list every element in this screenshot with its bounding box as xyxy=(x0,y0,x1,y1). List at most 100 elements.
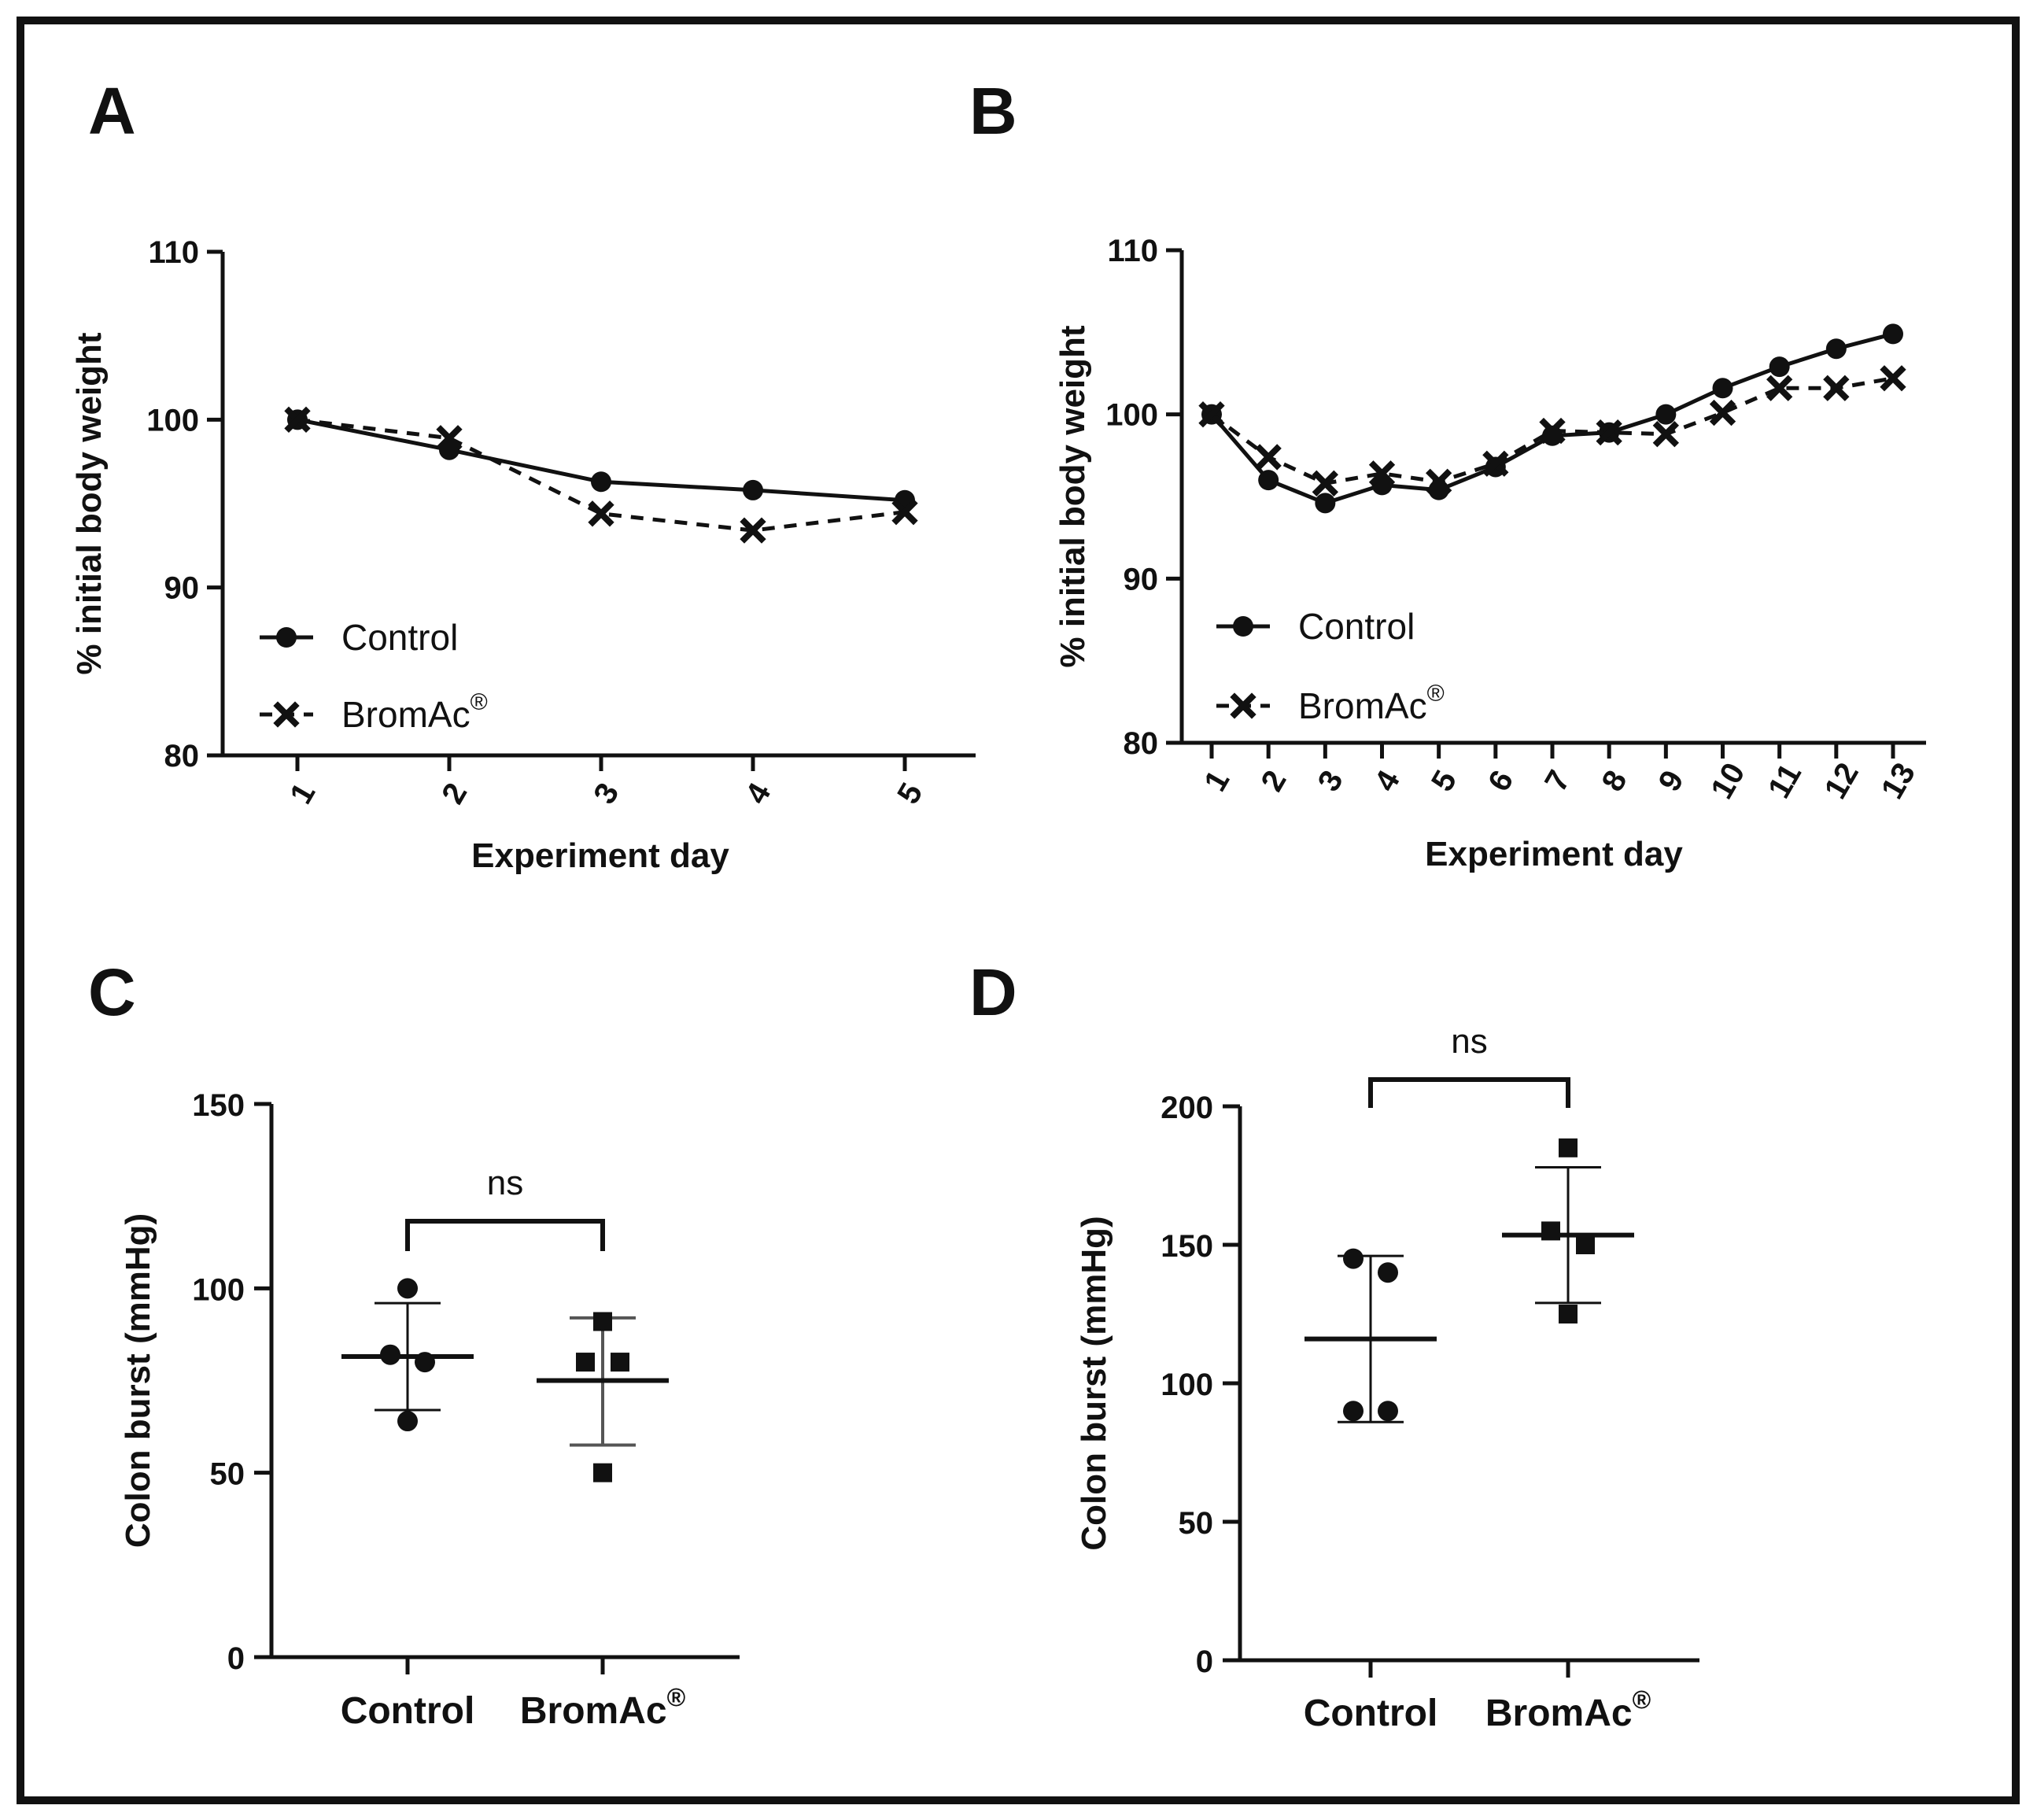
series-bromac-point xyxy=(1652,421,1679,448)
x-tick-label: 5 xyxy=(891,777,929,810)
series-control-point xyxy=(1655,404,1677,425)
x-tick-label: 3 xyxy=(1312,765,1350,797)
category-label-bromac: BromAc® xyxy=(520,1683,686,1732)
legend-label-control-text: Control xyxy=(341,617,458,658)
x-tick-label: 6 xyxy=(1482,765,1520,797)
legend: Control BromAc® xyxy=(260,617,488,735)
series-control-point xyxy=(1769,356,1790,378)
legend-marker-control xyxy=(1233,616,1253,637)
y-tick-label: 90 xyxy=(164,571,200,606)
series-control-point xyxy=(1712,378,1733,399)
series-bromac-point-stroke-b xyxy=(891,499,918,526)
panel-letter-d: D xyxy=(969,955,1017,1029)
panel-c: C 0 50 100 150 Colon burst (mmHg) Control BromA… xyxy=(88,955,740,1732)
series-bromac-point-stroke-b xyxy=(1709,399,1736,426)
y-tick-label: 0 xyxy=(227,1641,245,1676)
group-bromac-point xyxy=(611,1353,629,1372)
group-control-point xyxy=(415,1352,435,1373)
series-bromac-point xyxy=(740,517,766,544)
x-axis-title: Experiment day xyxy=(471,836,729,875)
x-tick-label: 2 xyxy=(435,777,474,810)
series-bromac-point xyxy=(1823,375,1850,401)
y-tick-label: 0 xyxy=(1196,1645,1213,1679)
x-tick-label: 4 xyxy=(1368,764,1408,797)
legend-label-bromac-superscript: ® xyxy=(471,689,488,715)
significance-bracket xyxy=(1368,1077,1570,1108)
y-axis-title: % initial body weight xyxy=(70,332,109,674)
series-control-point xyxy=(591,471,611,493)
series-bromac-point xyxy=(436,425,463,452)
series-bromac-point xyxy=(1368,460,1396,487)
series-bromac-point xyxy=(1312,470,1338,497)
series-bromac-point xyxy=(1539,417,1566,445)
series-control-point xyxy=(1825,338,1847,360)
x-tick-label: 7 xyxy=(1538,765,1577,797)
series-control-point xyxy=(1883,323,1903,345)
legend-marker-control xyxy=(276,627,297,648)
legend-label-bromac-text: BromAc xyxy=(1298,685,1427,726)
y-tick-label: 100 xyxy=(146,403,199,437)
group-control-point xyxy=(380,1344,400,1365)
legend-label-control-text: Control xyxy=(1298,606,1415,647)
series-bromac-point-stroke-b xyxy=(284,406,311,433)
series-control-point xyxy=(1258,470,1279,491)
x-tick-label: 5 xyxy=(1425,765,1463,797)
series-bromac-point xyxy=(891,499,918,526)
category-label-control: Control xyxy=(1304,1693,1438,1734)
panel-letter-a: A xyxy=(88,74,136,148)
series-bromac-point xyxy=(1880,365,1906,392)
legend: Control BromAc® xyxy=(1216,606,1445,726)
series-bromac-point-stroke-b xyxy=(1312,470,1338,497)
group-bromac-point xyxy=(593,1312,612,1331)
series-control-point xyxy=(743,479,763,500)
panel-letter-b: B xyxy=(969,74,1017,148)
x-tick-label: 3 xyxy=(587,777,625,810)
series-bromac-point-stroke-b xyxy=(1766,375,1793,401)
significance-bracket xyxy=(405,1219,605,1251)
category-label-control-text: Control xyxy=(1304,1693,1438,1734)
series-bromac-point xyxy=(588,500,614,527)
panel-d: D 0 50 100 150 200 Colon burst (mmHg) Control Br… xyxy=(969,955,1699,1734)
x-tick-label: 2 xyxy=(1254,765,1293,797)
group-control-point xyxy=(1343,1248,1364,1269)
y-axis-title: Colon burst (mmHg) xyxy=(1075,1216,1113,1550)
x-tick-label: 10 xyxy=(1704,757,1751,805)
series-bromac-point-stroke-b xyxy=(1198,401,1225,428)
group-bromac-point xyxy=(593,1463,612,1482)
series-bromac-point xyxy=(1482,450,1509,477)
group-bromac-point xyxy=(1559,1138,1578,1157)
group-control-point xyxy=(1378,1401,1398,1422)
series-bromac-point-stroke-b xyxy=(588,500,614,527)
group-control-point xyxy=(1343,1401,1364,1422)
group-bromac-point xyxy=(1576,1235,1595,1254)
series-bromac-point-stroke-b xyxy=(1880,365,1906,392)
y-axis-title: % initial body weight xyxy=(1054,325,1092,667)
figure-frame xyxy=(17,17,2020,1804)
series-bromac-point xyxy=(284,406,311,433)
legend-label-bromac: BromAc® xyxy=(341,689,488,735)
panel-a: A 80 90 100 110 1 2 3 4 5 % initial body weight Exp… xyxy=(70,74,976,875)
significance-label: ns xyxy=(487,1164,523,1202)
legend-marker-bromac xyxy=(1230,692,1257,719)
y-tick-label: 100 xyxy=(1161,1368,1213,1402)
group-bromac-point xyxy=(1559,1305,1578,1323)
y-tick-label: 100 xyxy=(1105,398,1158,433)
y-tick-label: 50 xyxy=(210,1457,245,1492)
category-label-control: Control xyxy=(341,1690,475,1732)
series-bromac-point xyxy=(1426,468,1452,495)
series-bromac-point-stroke-b xyxy=(1368,460,1396,487)
group-bromac-point xyxy=(576,1353,595,1372)
group-bromac-point xyxy=(1541,1221,1560,1241)
x-tick-label: 11 xyxy=(1762,758,1808,804)
x-tick-label: 12 xyxy=(1818,757,1865,805)
category-label-bromac: BromAc® xyxy=(1485,1685,1651,1734)
legend-label-control: Control xyxy=(1298,606,1415,647)
y-tick-label: 50 xyxy=(1179,1506,1214,1541)
series-control-point xyxy=(1315,493,1336,514)
series-bromac-point-stroke-b xyxy=(1426,468,1452,495)
y-tick-label: 110 xyxy=(148,235,199,270)
series-bromac-point-stroke-b xyxy=(436,425,463,452)
series-bromac-point-stroke-b xyxy=(740,517,766,544)
x-tick-label: 1 xyxy=(1197,765,1236,797)
y-tick-label: 200 xyxy=(1161,1091,1213,1125)
